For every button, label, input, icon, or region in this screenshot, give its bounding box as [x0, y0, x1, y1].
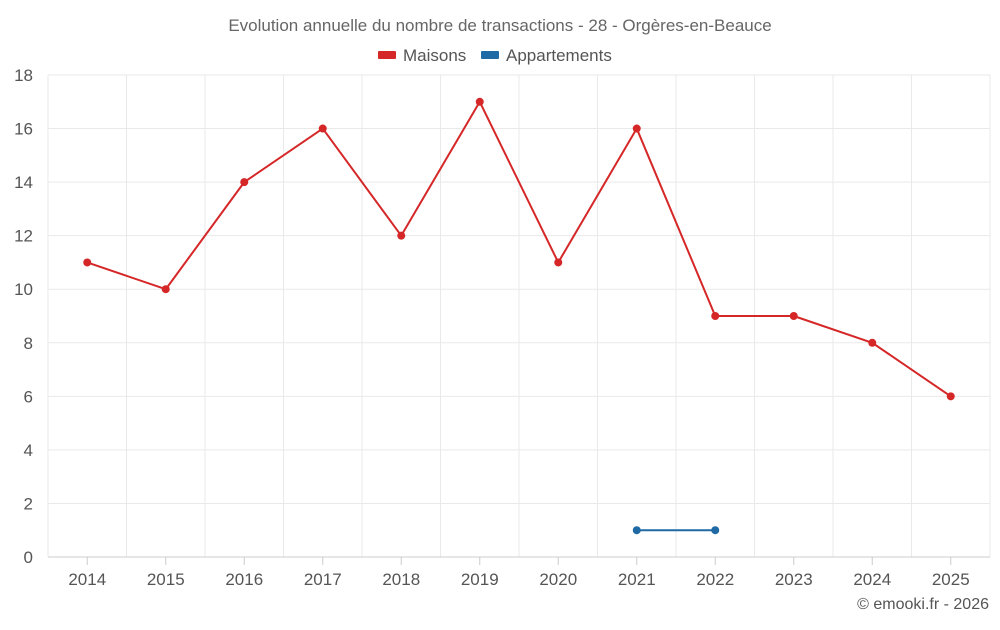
- chart-legend: Maisons Appartements: [378, 46, 612, 65]
- legend-label-maisons: Maisons: [403, 46, 466, 65]
- x-tick-label: 2014: [68, 570, 106, 589]
- y-tick-label: 2: [24, 494, 33, 513]
- x-tick-label: 2016: [225, 570, 263, 589]
- data-point-appartements: [711, 526, 720, 535]
- y-tick-label: 18: [14, 66, 33, 85]
- y-tick-label: 14: [14, 173, 33, 192]
- credit-text: © emooki.fr - 2026: [857, 596, 989, 613]
- data-point-maisons: [711, 312, 720, 320]
- x-tick-label: 2020: [539, 570, 577, 589]
- data-point-maisons: [946, 392, 955, 401]
- data-point-maisons: [868, 338, 877, 347]
- legend-swatch-appartements: [481, 51, 499, 59]
- data-point-appartements: [632, 526, 641, 535]
- chart-title: Evolution annuelle du nombre de transact…: [228, 16, 771, 35]
- x-tick-label: 2019: [461, 570, 499, 589]
- data-point-maisons: [475, 97, 484, 106]
- data-point-maisons: [397, 231, 406, 240]
- data-point-maisons: [318, 124, 327, 133]
- y-tick-label: 12: [14, 227, 33, 246]
- series-line-maisons: [86, 100, 952, 398]
- x-tick-label: 2025: [932, 570, 970, 589]
- legend-item-maisons[interactable]: Maisons: [378, 46, 466, 65]
- x-tick-label: 2017: [304, 570, 342, 589]
- data-point-maisons: [83, 258, 92, 267]
- data-point-maisons: [240, 178, 249, 187]
- series-appartements: [632, 526, 720, 535]
- x-tick-label: 2021: [618, 570, 656, 589]
- y-tick-label: 4: [24, 441, 33, 460]
- y-tick-label: 6: [24, 387, 33, 406]
- x-tick-label: 2023: [775, 570, 813, 589]
- series-maisons: [83, 97, 955, 401]
- legend-item-appartements[interactable]: Appartements: [481, 46, 612, 65]
- data-point-maisons: [554, 258, 563, 267]
- y-tick-label: 16: [14, 120, 33, 139]
- legend-swatch-maisons: [378, 51, 396, 59]
- x-tick-label: 2022: [696, 570, 734, 589]
- data-point-maisons: [632, 124, 641, 133]
- legend-label-appartements: Appartements: [506, 46, 612, 65]
- data-point-maisons: [161, 285, 170, 294]
- x-tick-label: 2018: [382, 570, 420, 589]
- grid: [47, 74, 991, 557]
- axes: 0 2 4 6 8 10 12 14 16 18 2014 2015 2016 2017 2018 2019 2…: [14, 66, 990, 589]
- y-tick-label: 0: [24, 548, 33, 567]
- x-tick-label: 2015: [147, 570, 185, 589]
- x-tick-label: 2024: [853, 570, 891, 589]
- series: [83, 97, 955, 535]
- data-point-maisons: [789, 312, 798, 320]
- y-tick-label: 10: [14, 280, 33, 299]
- y-tick-label: 8: [24, 334, 33, 353]
